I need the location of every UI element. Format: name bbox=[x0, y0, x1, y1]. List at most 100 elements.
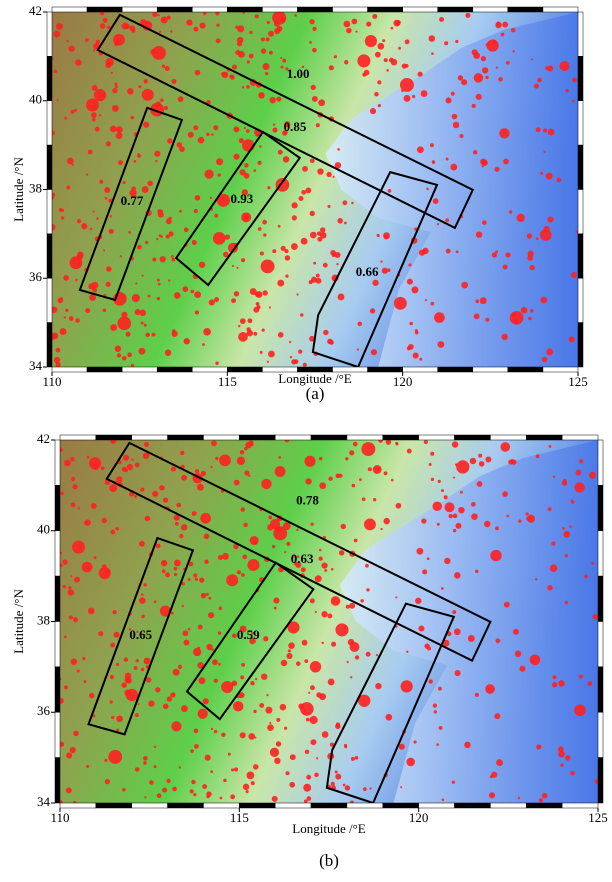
seismic-event bbox=[194, 209, 198, 213]
seismic-event bbox=[216, 24, 219, 27]
seismic-event bbox=[113, 34, 125, 46]
seismic-event bbox=[272, 249, 276, 253]
map-border bbox=[578, 56, 583, 100]
seismic-event bbox=[333, 176, 335, 178]
seismic-event bbox=[318, 99, 325, 106]
seismic-event bbox=[368, 467, 372, 471]
seismic-event bbox=[526, 512, 529, 515]
seismic-event bbox=[301, 238, 308, 245]
seismic-event bbox=[215, 361, 219, 365]
seismic-event bbox=[433, 703, 437, 707]
map-border bbox=[297, 7, 332, 12]
seismic-event bbox=[560, 763, 563, 766]
seismic-event bbox=[104, 759, 107, 762]
seismic-event bbox=[257, 161, 261, 165]
seismic-event bbox=[301, 190, 306, 195]
seismic-event bbox=[144, 796, 146, 798]
seismic-event bbox=[93, 211, 95, 213]
seismic-event bbox=[256, 291, 263, 298]
seismic-event bbox=[262, 220, 267, 225]
seismic-event bbox=[179, 210, 182, 213]
seismic-event bbox=[278, 332, 284, 338]
seismic-event bbox=[179, 766, 181, 768]
seismic-event bbox=[565, 755, 570, 760]
seismic-event bbox=[337, 218, 343, 224]
y-tick-label: 42 bbox=[29, 3, 42, 18]
seismic-event bbox=[206, 593, 209, 596]
seismic-event bbox=[518, 797, 520, 799]
seismic-event bbox=[470, 458, 477, 465]
seismic-event bbox=[168, 279, 170, 281]
box-label: 0.65 bbox=[129, 627, 152, 642]
seismic-event bbox=[61, 297, 63, 299]
seismic-event bbox=[438, 341, 445, 348]
seismic-event bbox=[169, 232, 174, 237]
map-border bbox=[132, 435, 168, 440]
seismic-event bbox=[315, 575, 322, 582]
map-border bbox=[383, 435, 419, 440]
seismic-event bbox=[145, 241, 148, 244]
seismic-event bbox=[314, 773, 319, 778]
seismic-event bbox=[223, 779, 227, 783]
seismic-event bbox=[472, 49, 478, 55]
seismic-event bbox=[274, 28, 280, 34]
seismic-event bbox=[358, 322, 362, 326]
map-border bbox=[438, 367, 473, 372]
seismic-event bbox=[432, 160, 436, 164]
seismic-event bbox=[138, 348, 145, 355]
map-border bbox=[47, 190, 52, 234]
seismic-event bbox=[502, 22, 508, 28]
seismic-event bbox=[192, 511, 197, 516]
seismic-event bbox=[62, 559, 67, 564]
seismic-event bbox=[122, 788, 126, 792]
seismic-event bbox=[174, 292, 181, 299]
seismic-event bbox=[214, 297, 219, 302]
map-border bbox=[598, 712, 603, 757]
seismic-event bbox=[267, 21, 270, 24]
seismic-event bbox=[273, 123, 275, 125]
map-border bbox=[47, 323, 52, 367]
map-border bbox=[598, 622, 603, 667]
seismic-event bbox=[412, 95, 415, 98]
seismic-event bbox=[376, 654, 378, 656]
seismic-event bbox=[495, 167, 500, 172]
seismic-event bbox=[75, 318, 80, 323]
x-tick-label: 120 bbox=[393, 374, 413, 389]
seismic-event bbox=[220, 797, 223, 800]
seismic-event bbox=[391, 479, 394, 482]
seismic-event bbox=[60, 328, 67, 335]
seismic-event bbox=[246, 790, 249, 793]
seismic-event bbox=[256, 302, 260, 306]
seismic-event bbox=[115, 85, 118, 88]
seismic-event bbox=[110, 700, 113, 703]
seismic-event bbox=[195, 578, 198, 581]
seismic-event bbox=[158, 283, 161, 286]
seismic-event bbox=[191, 290, 195, 294]
seismic-event bbox=[218, 173, 221, 176]
seismic-event bbox=[98, 631, 103, 636]
seismic-event bbox=[536, 127, 541, 132]
seismic-event bbox=[316, 757, 318, 759]
seismic-event bbox=[445, 502, 455, 512]
seismic-event bbox=[543, 151, 545, 153]
seismic-event bbox=[277, 280, 284, 287]
seismic-event bbox=[503, 264, 508, 269]
seismic-event bbox=[70, 256, 83, 269]
seismic-event bbox=[87, 456, 90, 459]
seismic-event bbox=[281, 246, 286, 251]
seismic-event bbox=[71, 110, 75, 114]
seismic-event bbox=[394, 297, 407, 310]
seismic-event bbox=[313, 262, 316, 265]
seismic-event bbox=[116, 715, 123, 722]
seismic-event bbox=[173, 669, 180, 676]
seismic-event bbox=[316, 692, 321, 697]
seismic-event bbox=[215, 457, 218, 460]
seismic-event bbox=[528, 317, 532, 321]
seismic-event bbox=[344, 745, 347, 748]
seismic-event bbox=[194, 291, 201, 298]
seismic-event bbox=[409, 322, 413, 326]
seismic-event bbox=[244, 163, 249, 168]
seismic-event bbox=[162, 788, 167, 793]
seismic-event bbox=[213, 125, 218, 130]
seismic-event bbox=[135, 767, 140, 772]
